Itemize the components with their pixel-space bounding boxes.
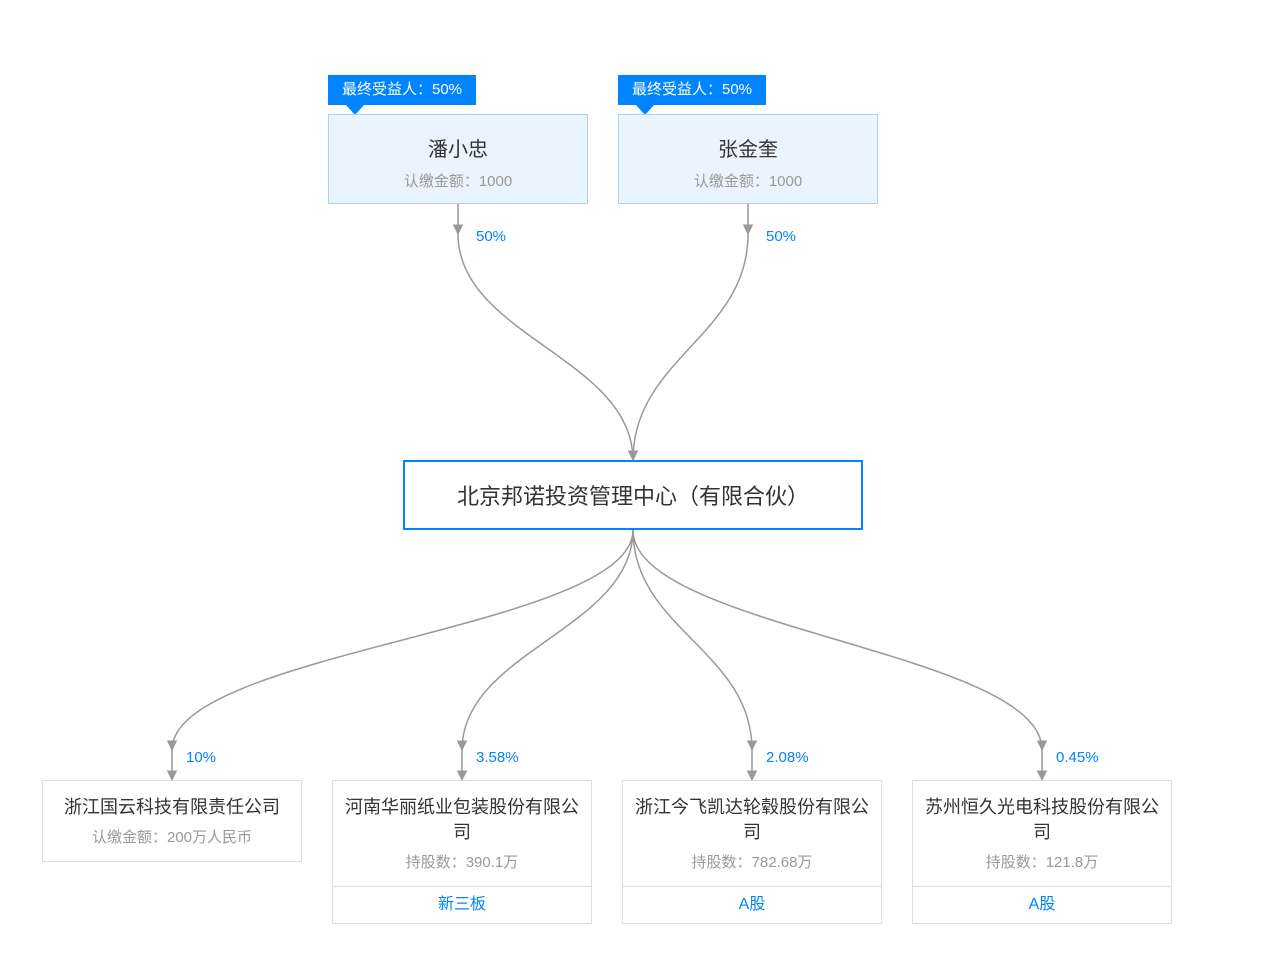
beneficiary-badge: 最终受益人：50%	[618, 75, 766, 105]
stock-tag: A股	[913, 886, 1171, 923]
person-name: 潘小忠	[329, 133, 587, 162]
investment-title: 浙江今飞凯达轮毂股份有限公司	[623, 781, 881, 851]
edge-label: 3.58%	[476, 749, 519, 766]
beneficiary-badge: 最终受益人：50%	[328, 75, 476, 105]
edge-label: 0.45%	[1056, 749, 1099, 766]
person-node[interactable]: 张金奎 认缴金额：1000	[618, 114, 878, 204]
badge-text: 最终受益人：50%	[632, 81, 752, 98]
person-name: 张金奎	[619, 133, 877, 162]
investment-title: 浙江国云科技有限责任公司	[43, 781, 301, 826]
investment-sub: 持股数：121.8万	[913, 851, 1171, 886]
stock-tag: 新三板	[333, 886, 591, 923]
person-subscription: 认缴金额：1000	[329, 170, 587, 191]
center-company-node[interactable]: 北京邦诺投资管理中心（有限合伙）	[403, 460, 863, 530]
center-company-name: 北京邦诺投资管理中心（有限合伙）	[457, 479, 809, 511]
investment-sub: 持股数：390.1万	[333, 851, 591, 886]
person-subscription: 认缴金额：1000	[619, 170, 877, 191]
investment-sub: 认缴金额：200万人民币	[43, 826, 301, 861]
investment-node[interactable]: 浙江今飞凯达轮毂股份有限公司 持股数：782.68万 A股	[622, 780, 882, 924]
stock-tag: A股	[623, 886, 881, 923]
edge-label: 2.08%	[766, 749, 809, 766]
edge-label: 50%	[476, 228, 506, 245]
investment-node[interactable]: 苏州恒久光电科技股份有限公司 持股数：121.8万 A股	[912, 780, 1172, 924]
edge-label: 50%	[766, 228, 796, 245]
edge-label: 10%	[186, 749, 216, 766]
investment-title: 河南华丽纸业包装股份有限公司	[333, 781, 591, 851]
investment-node[interactable]: 河南华丽纸业包装股份有限公司 持股数：390.1万 新三板	[332, 780, 592, 924]
investment-sub: 持股数：782.68万	[623, 851, 881, 886]
investment-node[interactable]: 浙江国云科技有限责任公司 认缴金额：200万人民币	[42, 780, 302, 862]
investment-title: 苏州恒久光电科技股份有限公司	[913, 781, 1171, 851]
person-node[interactable]: 潘小忠 认缴金额：1000	[328, 114, 588, 204]
badge-text: 最终受益人：50%	[342, 81, 462, 98]
